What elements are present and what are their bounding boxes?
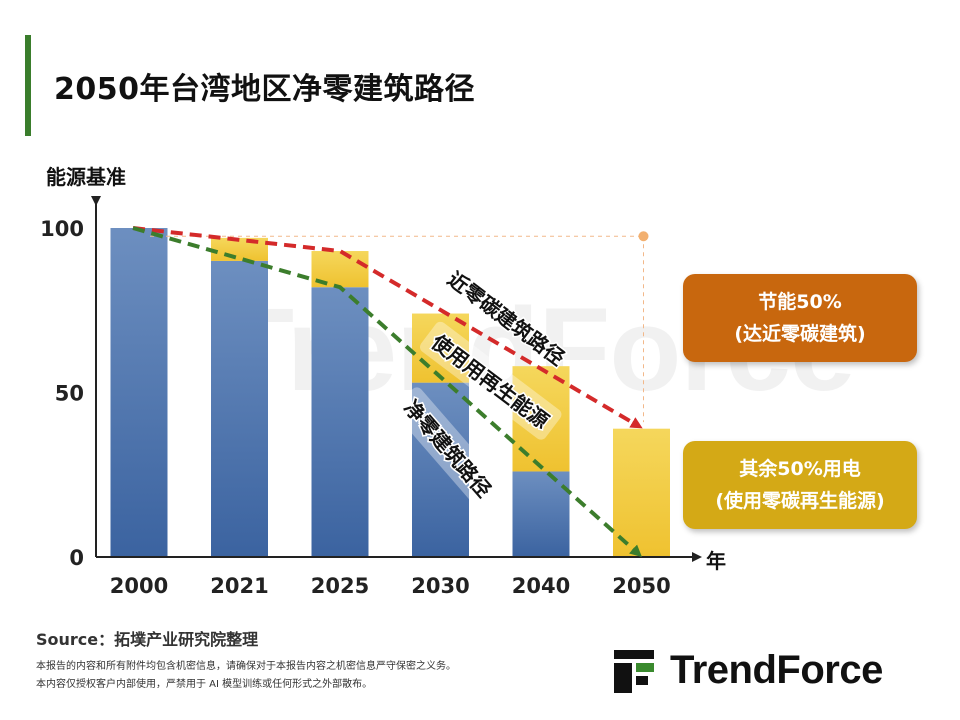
x-tick-label: 2021 bbox=[210, 574, 268, 598]
x-tick-label: 2050 bbox=[612, 574, 670, 598]
y-tick-label: 0 bbox=[69, 546, 84, 570]
renewable-callout-line1: 其余50%用电 bbox=[739, 458, 861, 480]
bar-yellow-2021 bbox=[211, 237, 268, 261]
x-tick-label: 2040 bbox=[512, 574, 570, 598]
bar-yellow-2050 bbox=[613, 428, 670, 557]
bar-yellow-2030 bbox=[412, 313, 469, 383]
energy-saving-callout: 节能50% (达近零碳建筑) bbox=[683, 274, 917, 362]
bar-blue-2025 bbox=[311, 287, 369, 557]
trendforce-logo-text: TrendForce bbox=[670, 648, 883, 692]
renewable-energy-label-bg bbox=[419, 321, 562, 440]
net-zero-path-line bbox=[132, 226, 642, 557]
x-tick-label: 2025 bbox=[311, 574, 369, 598]
renewable-callout: 其余50%用电 (使用零碳再生能源) bbox=[683, 441, 917, 529]
y-tick-label: 100 bbox=[40, 217, 84, 241]
trendforce-logo-icon bbox=[614, 650, 654, 693]
source-note: Source：拓墣产业研究院整理 bbox=[36, 630, 259, 649]
trendforce-logo: TrendForce bbox=[612, 644, 932, 698]
bar-blue-2040 bbox=[512, 471, 570, 557]
x-axis-label: 年 bbox=[706, 549, 726, 573]
energy-saving-callout-line1: 节能50% bbox=[758, 291, 842, 313]
y-axis-label: 能源基准 bbox=[46, 165, 126, 189]
page-title: 2050年台湾地区净零建筑路径 bbox=[54, 72, 475, 107]
reference-dot bbox=[638, 231, 649, 242]
bar-blue-2000 bbox=[110, 228, 168, 557]
x-tick-label: 2000 bbox=[110, 574, 168, 598]
disclaimer-line-2: 本内容仅授权客户内部使用，严禁用于 AI 模型训练或任何形式之外部散布。 bbox=[36, 679, 373, 690]
near-zero-carbon-path-line bbox=[132, 226, 643, 429]
title-accent-bar bbox=[25, 35, 31, 136]
renewable-callout-line2: (使用零碳再生能源) bbox=[715, 490, 885, 512]
disclaimer-line-1: 本报告的内容和所有附件均包含机密信息，请确保对于本报告内容之机密信息严守保密之义… bbox=[36, 661, 456, 672]
energy-saving-callout-line2: (达近零碳建筑) bbox=[734, 323, 866, 345]
bar-blue-2021 bbox=[211, 260, 268, 557]
net-zero-path-label-bg bbox=[392, 387, 505, 509]
x-tick-label: 2030 bbox=[411, 574, 469, 598]
bar-yellow-2040 bbox=[512, 366, 570, 472]
bar-blue-2030 bbox=[412, 382, 469, 557]
y-tick-label: 50 bbox=[55, 382, 84, 406]
